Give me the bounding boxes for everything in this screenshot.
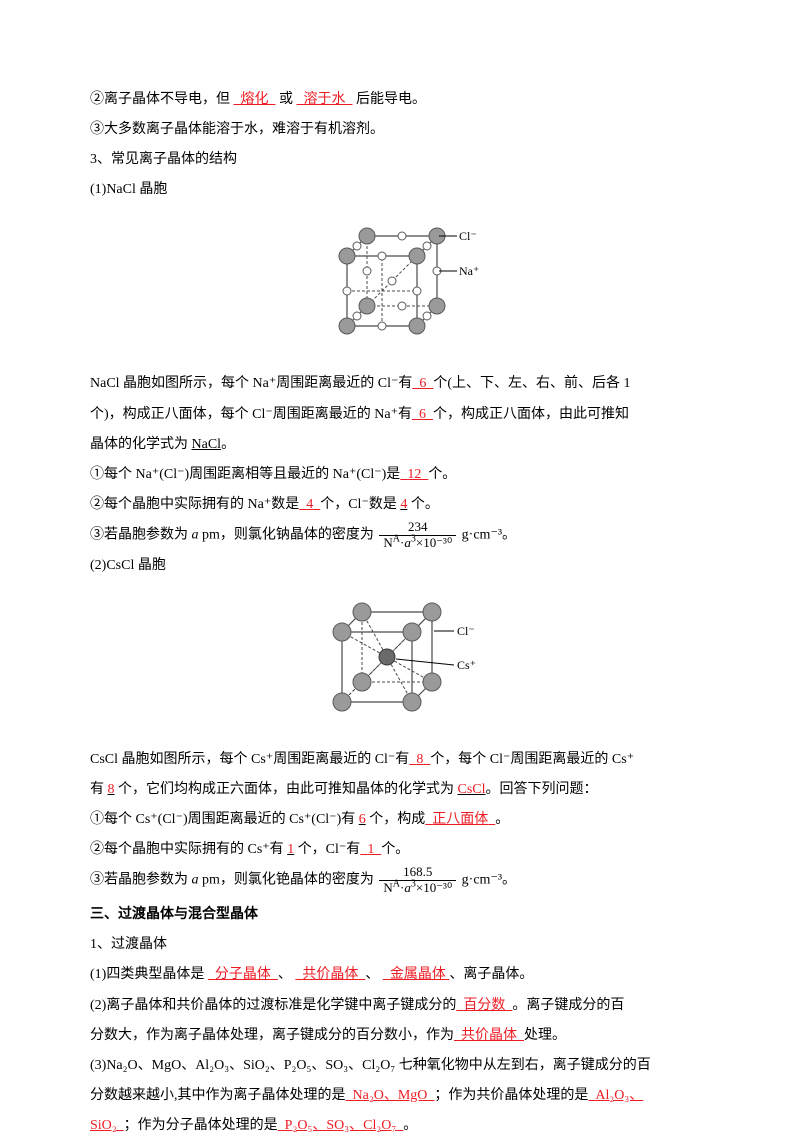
cscl-q2: ②每个晶胞中实际拥有的 Cs⁺有 1 个，Cl⁻有 1 个。 [90,835,704,865]
cscl-diagram: Cl⁻ Cs⁺ [90,587,704,739]
heading-3-1: 3、常见离子晶体的结构 [90,145,704,175]
label-cs: Cs⁺ [457,658,476,672]
cscl-desc-2: 有 8 个，它们均构成正六面体，由此可推知晶体的化学式为 CsCl。回答下列问题… [90,775,704,805]
cscl-svg: Cl⁻ Cs⁺ [302,587,492,727]
nacl-q1: ①每个 Na⁺(Cl⁻)周围距离相等且最近的 Na⁺(Cl⁻)是 12 个。 [90,460,704,490]
heading-nacl: (1)NaCl 晶胞 [90,175,704,205]
cscl-q1: ①每个 Cs⁺(Cl⁻)周围距离最近的 Cs⁺(Cl⁻)有 6 个，构成 正八面… [90,805,704,835]
fraction: 234 NA·a3×10⁻³⁰ [379,520,456,551]
text: 后能导电。 [356,92,426,107]
text: 或 [279,92,293,107]
sec3-1-3c: SiO₂ ；作为分子晶体处理的是 P₂O₅、SO₃、Cl₂O₇ 。 [90,1111,704,1141]
nacl-desc-3: 晶体的化学式为 NaCl。 [90,430,704,460]
nacl-desc-2: 个)，构成正八面体，每个 Cl⁻周围距离最近的 Na⁺有 6 个，构成正八面体，… [90,400,704,430]
para-2: ②离子晶体不导电，但 熔化 或 溶于水 后能导电。 [90,85,704,115]
nacl-desc: NaCl 晶胞如图所示，每个 Na⁺周围距离最近的 Cl⁻有 6 个(上、下、左… [90,369,704,399]
sec3-1-2a: (2)离子晶体和共价晶体的过渡标准是化学键中离子键成分的 百分数 。离子键成分的… [90,991,704,1021]
nacl-q3: ③若晶胞参数为 a pm，则氯化钠晶体的密度为 234 NA·a3×10⁻³⁰ … [90,520,704,551]
label-na: Na⁺ [459,264,479,278]
heading-cscl: (2)CsCl 晶胞 [90,551,704,581]
label-cl: Cl⁻ [457,624,475,638]
blank-dissolve: 溶于水 [297,92,353,107]
section-3-1: 1、过渡晶体 [90,930,704,960]
sec3-1-1: (1)四类典型晶体是 分子晶体 、 共价晶体 、 金属晶体 、离子晶体。 [90,960,704,990]
nacl-svg: Cl⁻ Na⁺ [307,211,487,351]
nacl-q2: ②每个晶胞中实际拥有的 Na⁺数是 4 个，Cl⁻数是 4 个。 [90,490,704,520]
label-cl: Cl⁻ [459,229,477,243]
fraction: 168.5 NA·a3×10⁻³⁰ [379,865,456,896]
cscl-desc: CsCl 晶胞如图所示，每个 Cs⁺周围距离最近的 Cl⁻有 8 个，每个 Cl… [90,745,704,775]
sec3-1-2b: 分数大，作为离子晶体处理，离子键成分的百分数小，作为 共价晶体 处理。 [90,1021,704,1051]
para-3: ③大多数离子晶体能溶于水，难溶于有机溶剂。 [90,115,704,145]
section-3-title: 三、过渡晶体与混合型晶体 [90,900,704,930]
sec3-1-3a: (3)Na₂O、MgO、Al₂O₃、SiO₂、P₂O₅、SO₃、Cl₂O₇ 七种… [90,1051,704,1081]
text: ②离子晶体不导电，但 [90,92,230,107]
blank-melt: 熔化 [234,92,276,107]
nacl-diagram: Cl⁻ Na⁺ [90,211,704,363]
cscl-q3: ③若晶胞参数为 a pm，则氯化铯晶体的密度为 168.5 NA·a3×10⁻³… [90,865,704,896]
sec3-1-3b: 分数越来越小,其中作为离子晶体处理的是 Na₂O、MgO ；作为共价晶体处理的是… [90,1081,704,1111]
